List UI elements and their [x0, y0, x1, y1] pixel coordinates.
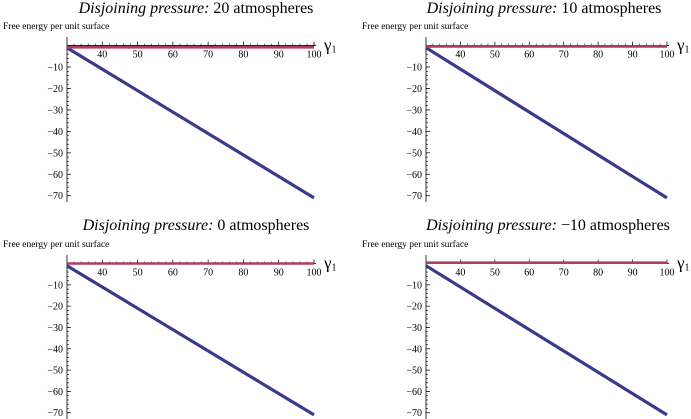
x-tick-label: 40: [97, 50, 107, 61]
x-axis-label: γ1: [323, 254, 337, 274]
y-axis-label-2: Free energy per unit surface: [362, 22, 469, 32]
x-tick-label: 80: [593, 50, 603, 61]
x-tick-label: 50: [490, 50, 500, 61]
x-tick-label: 100: [307, 268, 322, 279]
chart-title-value: 10 atmospheres: [561, 0, 662, 17]
y-tick-label: −10: [47, 63, 63, 74]
y-tick-label: −30: [47, 323, 63, 334]
y-tick-label: −10: [406, 63, 422, 74]
y-tick-label: −60: [47, 387, 63, 398]
x-tick-label: 40: [455, 268, 465, 279]
y-tick-label: −50: [47, 148, 63, 159]
chart-title-3: Disjoining pressure: 0 atmospheres: [83, 217, 310, 235]
x-tick-label: 90: [628, 50, 638, 61]
y-tick-label: −40: [406, 344, 422, 355]
x-tick-label: 80: [593, 268, 603, 279]
y-tick-label: −20: [47, 84, 63, 95]
x-tick-label: 50: [133, 268, 143, 279]
y-tick-label: −60: [406, 170, 422, 181]
x-tick-label: 40: [455, 50, 465, 61]
y-tick-label: −50: [406, 148, 422, 159]
x-tick-label: 60: [168, 268, 178, 279]
chart-title-label: Disjoining pressure:: [426, 0, 558, 17]
chart-title-4: Disjoining pressure: −10 atmospheres: [426, 217, 670, 235]
chart-title-1: Disjoining pressure: 20 atmospheres: [79, 0, 314, 18]
chart-title-label: Disjoining pressure:: [78, 0, 210, 17]
plot-panel-2: 40 50 60 70 80 90 100 −10 −20 −30 −40 −50 −60 −70 γ1: [406, 36, 690, 203]
y-tick-label: −10: [47, 280, 63, 291]
chart-title-2: Disjoining pressure: 10 atmospheres: [427, 0, 662, 18]
y-tick-label: −20: [406, 84, 422, 95]
x-tick-label: 90: [274, 50, 284, 61]
x-tick-label: 90: [274, 268, 284, 279]
x-tick-label: 80: [238, 268, 248, 279]
plot-panel-3: 40 50 60 70 80 90 100 −10 −20 −30 −40 −50 −60 −70 γ1: [47, 254, 337, 419]
x-axis-label: γ1: [323, 36, 337, 56]
y-tick-label: −40: [406, 127, 422, 138]
y-tick-label: −50: [47, 366, 63, 377]
plot-panel-1: 40 50 60 70 80 90 100 −10 −20 −30 −40 −50 −60 −70 γ1: [47, 36, 337, 203]
y-tick-label: −20: [47, 302, 63, 313]
y-tick-label: −10: [406, 280, 422, 291]
y-tick-label: −30: [406, 323, 422, 334]
y-axis-label-4: Free energy per unit surface: [362, 240, 469, 250]
x-tick-label: 60: [168, 50, 178, 61]
x-tick-label: 90: [628, 268, 638, 279]
x-tick-label: 70: [203, 50, 213, 61]
x-tick-label: 100: [660, 50, 675, 61]
y-tick-label: −30: [47, 105, 63, 116]
x-tick-label: 70: [559, 50, 569, 61]
chart-title-value: −10 atmospheres: [560, 217, 670, 234]
series-line-decreasing: [66, 264, 315, 417]
x-tick-label: 100: [307, 50, 322, 61]
y-tick-label: −60: [406, 387, 422, 398]
y-tick-label: −30: [406, 105, 422, 116]
y-tick-label: −40: [47, 127, 63, 138]
y-tick-label: −70: [47, 191, 63, 202]
x-tick-label: 40: [97, 268, 107, 279]
x-axis-label: γ1: [676, 36, 690, 56]
y-axis-label-1: Free energy per unit surface: [3, 22, 110, 32]
chart-title-value: 20 atmospheres: [213, 0, 314, 17]
x-tick-label: 50: [490, 268, 500, 279]
y-axis-label-3: Free energy per unit surface: [3, 240, 110, 250]
series-line-decreasing: [425, 264, 668, 417]
x-tick-label: 60: [524, 50, 534, 61]
chart-title-label: Disjoining pressure:: [82, 217, 214, 234]
y-tick-label: −70: [406, 408, 422, 419]
y-tick-label: −20: [406, 302, 422, 313]
x-tick-label: 80: [238, 50, 248, 61]
y-tick-label: −70: [406, 191, 422, 202]
chart-title-label: Disjoining pressure:: [426, 217, 557, 234]
y-tick-label: −50: [406, 366, 422, 377]
chart-title-value: 0 atmospheres: [217, 217, 310, 234]
y-tick-label: −40: [47, 344, 63, 355]
x-tick-label: 60: [524, 268, 534, 279]
y-tick-label: −70: [47, 408, 63, 419]
x-tick-label: 70: [203, 268, 213, 279]
y-tick-label: −60: [47, 170, 63, 181]
series-line-decreasing: [425, 46, 668, 200]
x-tick-label: 50: [133, 50, 143, 61]
x-tick-label: 100: [660, 268, 675, 279]
x-axis-label: γ1: [676, 254, 690, 274]
series-line-decreasing: [66, 46, 315, 200]
x-tick-label: 70: [559, 268, 569, 279]
